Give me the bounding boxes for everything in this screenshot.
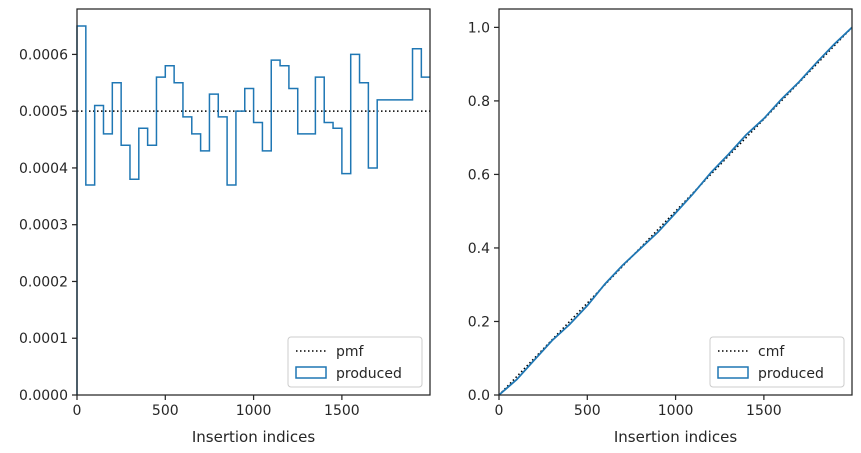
x-tick-label: 500 — [574, 403, 601, 419]
x-tick-label: 1500 — [324, 403, 360, 419]
cmf-panel: 0 500 1000 1500 0.0 0.2 0.4 0.6 0.8 1.0 Insertion … — [468, 8, 853, 446]
y-tick-label: 0.2 — [468, 314, 490, 330]
x-tick-label: 0 — [495, 403, 504, 419]
legend-box — [287, 336, 423, 388]
legend-box — [709, 336, 845, 388]
produced-line — [498, 26, 853, 396]
x-tick-label: 1500 — [746, 403, 782, 419]
x-axis-label: Insertion indices — [614, 428, 737, 446]
produced-histogram-line — [76, 25, 430, 395]
x-tick-label: 1000 — [658, 403, 694, 419]
y-tick-label: 1.0 — [468, 20, 490, 36]
y-tick-label: 0.6 — [468, 167, 490, 183]
y-tick-label: 0.0006 — [19, 47, 68, 63]
y-tick-label: 0.0003 — [19, 218, 68, 234]
y-tick-label: 0.0004 — [19, 161, 68, 177]
y-tick-label: 0.0002 — [19, 274, 68, 290]
legend-label-produced: produced — [758, 366, 824, 382]
y-tick-label: 0.0001 — [19, 331, 68, 347]
y-tick-label: 0.0000 — [19, 388, 68, 404]
legend-label-pmf: pmf — [336, 344, 365, 360]
y-tick-label: 0.0005 — [19, 104, 68, 120]
x-tick-label: 0 — [73, 403, 82, 419]
legend-swatch-produced — [717, 366, 749, 379]
legend-label-cmf: cmf — [758, 344, 785, 360]
x-axis-label: Insertion indices — [192, 428, 315, 446]
legend-swatch-produced — [295, 366, 327, 379]
y-tick-label: 0.8 — [468, 94, 490, 110]
pmf-panel: 0 500 1000 1500 0.0000 0.0001 0.0002 0.0003 0.00… — [19, 8, 431, 446]
y-tick-label: 0.4 — [468, 241, 490, 257]
y-tick-label: 0.0 — [468, 388, 490, 404]
x-tick-label: 1000 — [236, 403, 272, 419]
legend-label-produced: produced — [336, 366, 402, 382]
x-tick-label: 500 — [152, 403, 179, 419]
